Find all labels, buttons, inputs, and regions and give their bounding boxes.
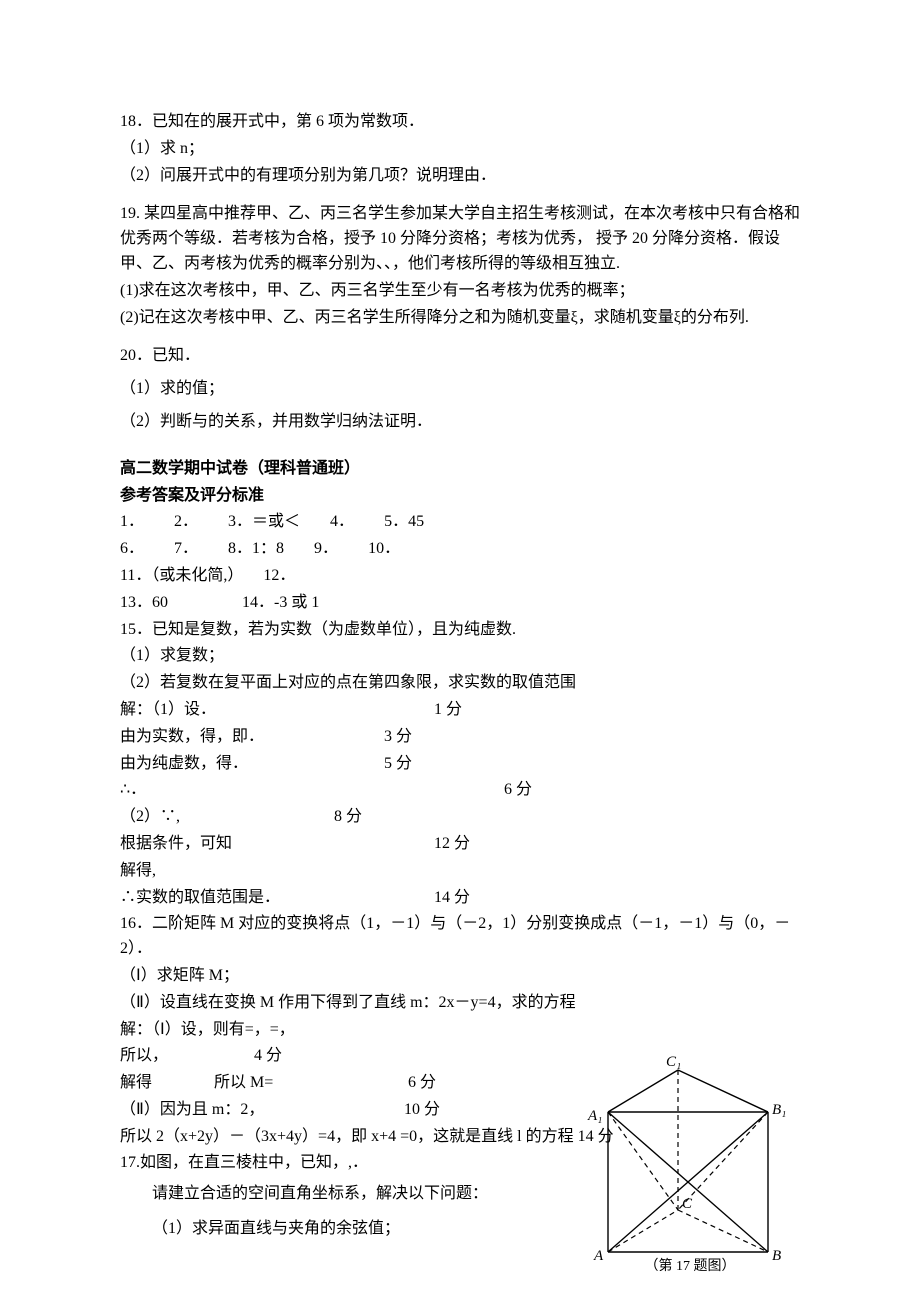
- ans-1: 1．: [120, 513, 144, 530]
- q15-s4-score: 6 分: [504, 781, 532, 798]
- prism-figure: A B C A₁ B₁ C₁: [580, 1052, 800, 1262]
- question-19: 19. 某四星高中推荐甲、乙、丙三名学生参加某大学自主招生考核测试，在本次考核中…: [120, 202, 800, 330]
- answer-key-header: 高二数学期中试卷（理科普通班） 参考答案及评分标准: [120, 457, 800, 509]
- ans-9: 9．: [314, 540, 338, 557]
- ans-8: 8．1：8: [228, 540, 284, 557]
- q15-s1: 解：（1）设． 1 分: [120, 698, 800, 723]
- q15-s7: 解得,: [120, 859, 800, 884]
- q15-s5-score: 8 分: [334, 808, 362, 825]
- q16-s3-score: 6 分: [408, 1074, 436, 1091]
- label-C1: C₁: [666, 1054, 681, 1070]
- q15-s3: 由为纯虚数，得． 5 分: [120, 752, 800, 777]
- q15-s5-text: （2）∵,: [120, 805, 330, 830]
- q16-p1: （Ⅰ）求矩阵 M；: [120, 964, 800, 989]
- q15-s2-score: 3 分: [384, 728, 412, 745]
- q20-part1: （1）求的值；: [120, 377, 800, 402]
- short-answers: 1． 2． 3．＝或＜ 4． 5．45 6． 7． 8．1：8 9． 10． 1…: [120, 510, 800, 615]
- q15-s2-text: 由为实数，得，即．: [120, 725, 380, 750]
- q15-s1-text: 解：（1）设．: [120, 698, 430, 723]
- q18-part1: （1）求 n；: [120, 137, 800, 162]
- q15-s1-score: 1 分: [434, 701, 462, 718]
- answer-key-title: 高二数学期中试卷（理科普通班）: [120, 457, 800, 482]
- q15-stem: 15．已知是复数，若为实数（为虚数单位），且为纯虚数.: [120, 618, 800, 643]
- q15-p1: （1）求复数；: [120, 644, 800, 669]
- ans-5: 5．45: [384, 513, 424, 530]
- q20-part2: （2）判断与的关系，并用数学归纳法证明．: [120, 410, 800, 435]
- q15-s8: ∴实数的取值范围是． 14 分: [120, 886, 800, 911]
- q18-part2: （2）问展开式中的有理项分别为第几项？说明理由．: [120, 164, 800, 189]
- q15-s2: 由为实数，得，即． 3 分: [120, 725, 800, 750]
- q19-part1: (1)求在这次考核中，甲、乙、丙三名学生至少有一名考核为优秀的概率；: [120, 279, 800, 304]
- label-C: C: [682, 1196, 693, 1212]
- ans-7: 7．: [174, 540, 198, 557]
- q15-s5: （2）∵, 8 分: [120, 805, 800, 830]
- q19-part2: (2)记在这次考核中甲、乙、丙三名学生所得降分之和为随机变量ξ，求随机变量ξ的分…: [120, 306, 800, 331]
- q15-s4: ∴． 6 分: [120, 778, 800, 803]
- q19-stem: 19. 某四星高中推荐甲、乙、丙三名学生参加某大学自主招生考核测试，在本次考核中…: [120, 202, 800, 276]
- q16-s2-score: 4 分: [254, 1047, 282, 1064]
- ans-10: 10．: [368, 540, 400, 557]
- ans-6: 6．: [120, 540, 144, 557]
- solution-15: 15．已知是复数，若为实数（为虚数单位），且为纯虚数. （1）求复数； （2）若…: [120, 618, 800, 911]
- q16-stem: 16．二阶矩阵 M 对应的变换将点（1，－1）与（－2，1）分别变换成点（－1，…: [120, 912, 800, 962]
- answers-row1: 1． 2． 3．＝或＜ 4． 5．45: [120, 510, 800, 535]
- q15-s6: 根据条件，可知 12 分: [120, 832, 800, 857]
- question-18: 18．已知在的展开式中，第 6 项为常数项． （1）求 n； （2）问展开式中的…: [120, 110, 800, 188]
- q15-s6-score: 12 分: [434, 835, 470, 852]
- q16-p2: （Ⅱ）设直线在变换 M 作用下得到了直线 m：2x－y=4，求的方程: [120, 991, 800, 1016]
- q15-s4-text: ∴．: [120, 778, 500, 803]
- ans-14: 14．-3 或 1: [242, 594, 319, 611]
- q15-s3-text: 由为纯虚数，得．: [120, 752, 380, 777]
- label-A1: A₁: [587, 1108, 602, 1124]
- q15-p2: （2）若复数在复平面上对应的点在第四象限，求实数的取值范围: [120, 671, 800, 696]
- q15-s8-score: 14 分: [434, 889, 470, 906]
- solution-17: 17.如图，在直三棱柱中，已知，,． 请建立合适的空间直角坐标系，解决以下问题：…: [120, 1151, 800, 1241]
- q15-s8-text: ∴实数的取值范围是．: [120, 886, 430, 911]
- answers-row4: 13．60 14．-3 或 1: [120, 591, 800, 616]
- q16-s4-text: （Ⅱ）因为且 m：2，: [120, 1098, 400, 1123]
- label-B1: B₁: [772, 1102, 786, 1118]
- q15-s6-text: 根据条件，可知: [120, 832, 430, 857]
- ans-13: 13．60: [120, 594, 168, 611]
- q20-stem: 20．已知．: [120, 344, 800, 369]
- q15-s3-score: 5 分: [384, 755, 412, 772]
- ans-2: 2．: [174, 513, 198, 530]
- question-20: 20．已知． （1）求的值； （2）判断与的关系，并用数学归纳法证明．: [120, 344, 800, 434]
- figure-caption: （第 17 题图）: [580, 1256, 800, 1278]
- ans-3: 3．＝或＜: [228, 513, 300, 530]
- q16-s4-score: 10 分: [404, 1101, 440, 1118]
- q16-s3a: 解得: [120, 1071, 210, 1096]
- answer-key-subtitle: 参考答案及评分标准: [120, 484, 800, 509]
- answers-row3: 11．（或未化简,） 12．: [120, 564, 800, 589]
- q16-s1: 解：（Ⅰ）设，则有=，=，: [120, 1018, 800, 1043]
- q16-s2-text: 所以，: [120, 1044, 250, 1069]
- answers-row2: 6． 7． 8．1：8 9． 10．: [120, 537, 800, 562]
- q16-s3b: 所以 M=: [214, 1071, 404, 1096]
- ans-4: 4．: [330, 513, 354, 530]
- q18-stem: 18．已知在的展开式中，第 6 项为常数项．: [120, 110, 800, 135]
